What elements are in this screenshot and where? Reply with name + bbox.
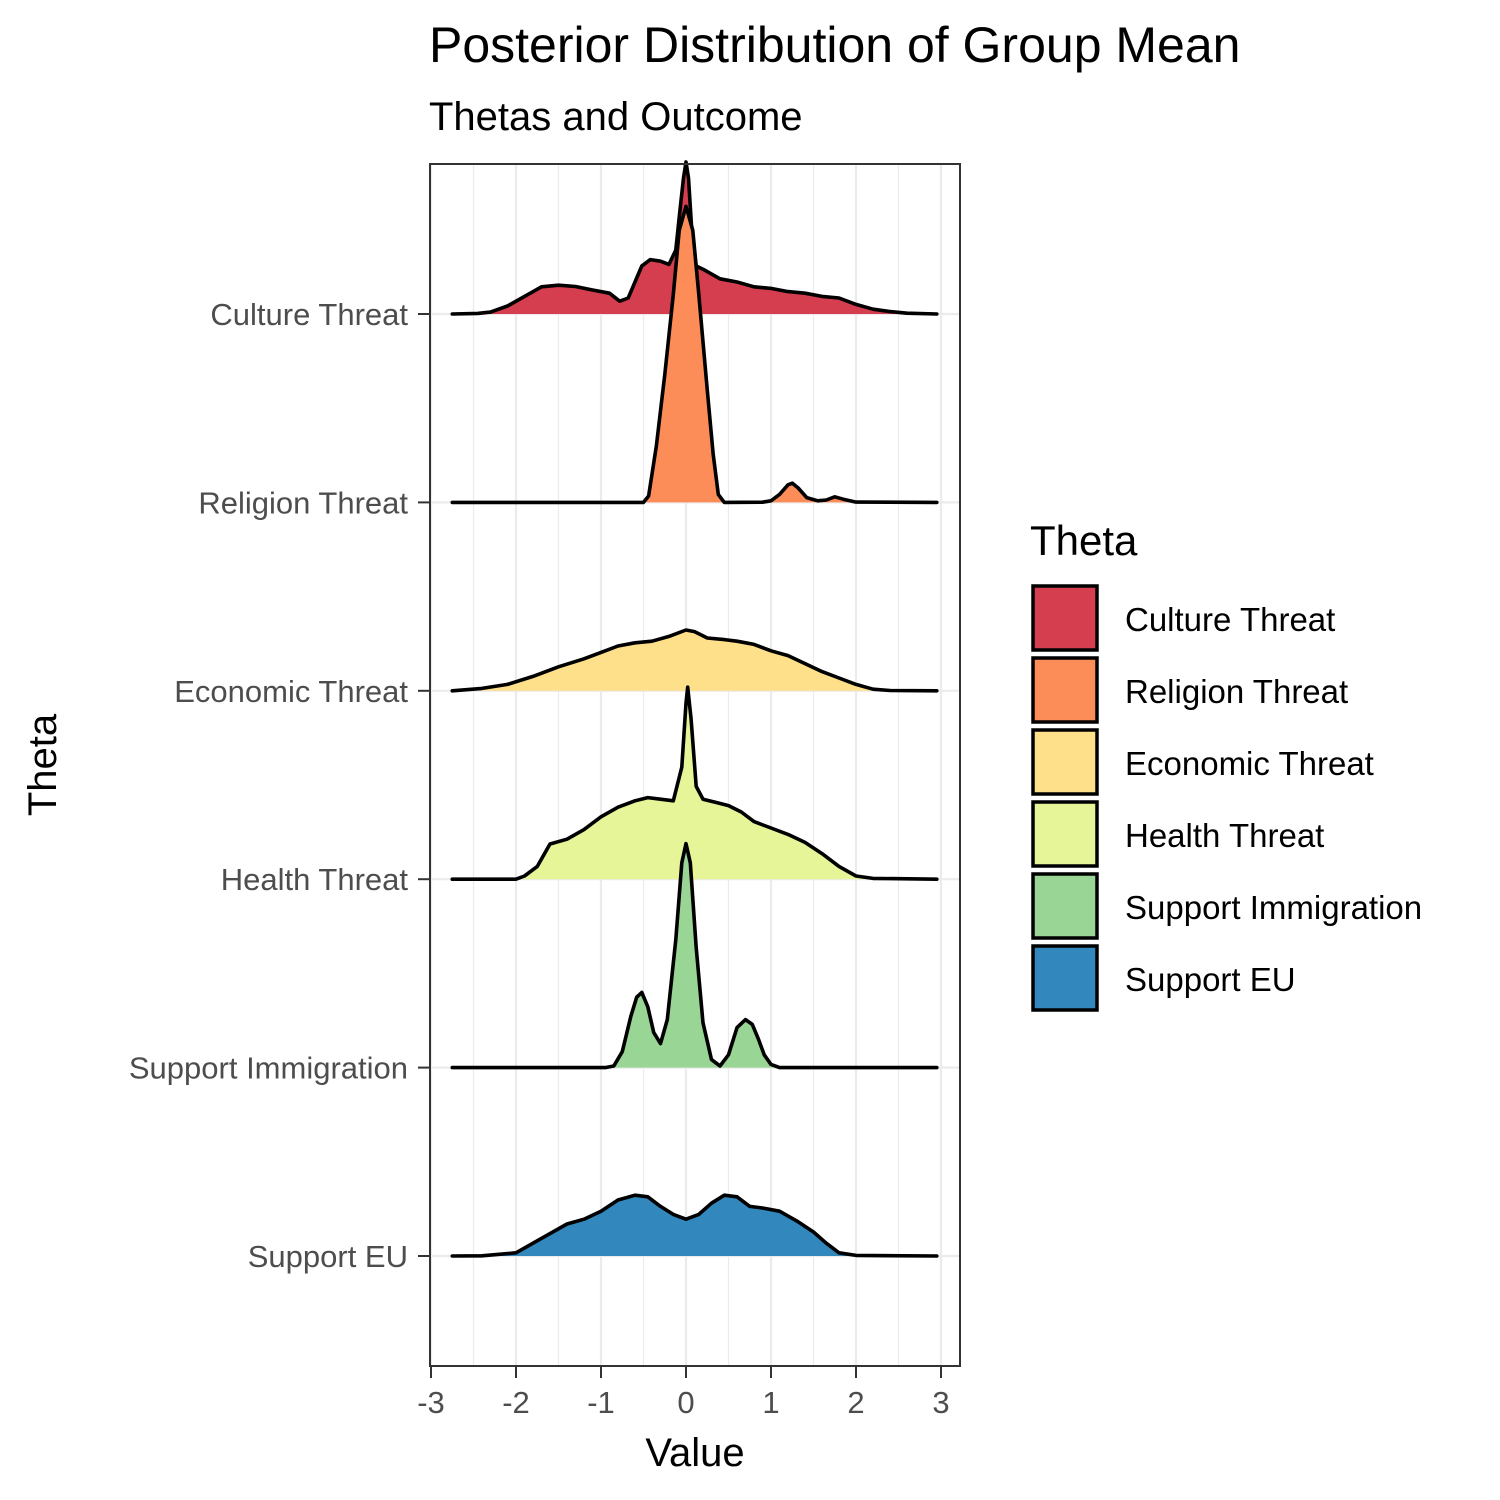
ridge-line-support-eu <box>450 1193 939 1258</box>
legend-swatch <box>1031 728 1099 796</box>
legend-label: Economic Threat <box>1125 745 1374 782</box>
legend-label: Health Threat <box>1125 817 1324 854</box>
x-tick-label: -2 <box>502 1385 530 1420</box>
ridge-line-economic-threat <box>450 628 939 693</box>
x-tick-label: 2 <box>847 1385 864 1420</box>
ridge-layer <box>450 160 939 1258</box>
y-tick-label: Support EU <box>248 1239 408 1274</box>
ridge-area-support-immigration <box>452 843 937 1068</box>
y-tick-label: Religion Threat <box>198 485 408 520</box>
x-axis: -3 -2 -1 0 1 2 3 <box>417 1366 950 1420</box>
legend-swatch <box>1031 944 1099 1012</box>
legend-label: Support Immigration <box>1125 889 1422 926</box>
legend: Theta Culture Threat Religion Threat Econo… <box>1030 517 1422 1012</box>
legend-label: Religion Threat <box>1125 673 1348 710</box>
legend-title: Theta <box>1030 517 1138 564</box>
x-tick-label: 3 <box>932 1385 949 1420</box>
legend-swatch <box>1031 800 1099 868</box>
y-tick-label: Culture Threat <box>210 297 408 332</box>
legend-label: Culture Threat <box>1125 601 1335 638</box>
plot-border <box>429 163 961 1367</box>
legend-label: Support EU <box>1125 961 1296 998</box>
y-axis: Culture Threat Religion Threat Economic Th… <box>129 297 430 1274</box>
legend-swatch <box>1031 584 1099 652</box>
x-tick-label: -3 <box>417 1385 445 1420</box>
y-tick-label: Economic Threat <box>174 674 408 709</box>
ridge-line-religion-threat <box>450 204 939 505</box>
y-tick-label: Health Threat <box>221 862 409 897</box>
y-tick-label: Support Immigration <box>129 1051 408 1086</box>
ridge-line-health-threat <box>450 685 939 881</box>
ridge-line-support-immigration <box>450 841 939 1070</box>
ridge-area-economic-threat <box>452 630 937 691</box>
x-axis-title: Value <box>645 1431 744 1475</box>
ridge-area-religion-threat <box>452 206 937 503</box>
x-tick-label: 1 <box>762 1385 779 1420</box>
legend-swatch <box>1031 656 1099 724</box>
x-tick-label: -1 <box>587 1385 615 1420</box>
y-axis-title: Theta <box>21 713 65 816</box>
ridge-area-support-eu <box>452 1195 937 1256</box>
chart-title: Posterior Distribution of Group Mean <box>429 17 1240 73</box>
legend-swatch <box>1031 872 1099 940</box>
ridge-line-culture-threat <box>450 160 939 316</box>
x-tick-label: 0 <box>677 1385 694 1420</box>
chart-subtitle: Thetas and Outcome <box>429 95 803 139</box>
